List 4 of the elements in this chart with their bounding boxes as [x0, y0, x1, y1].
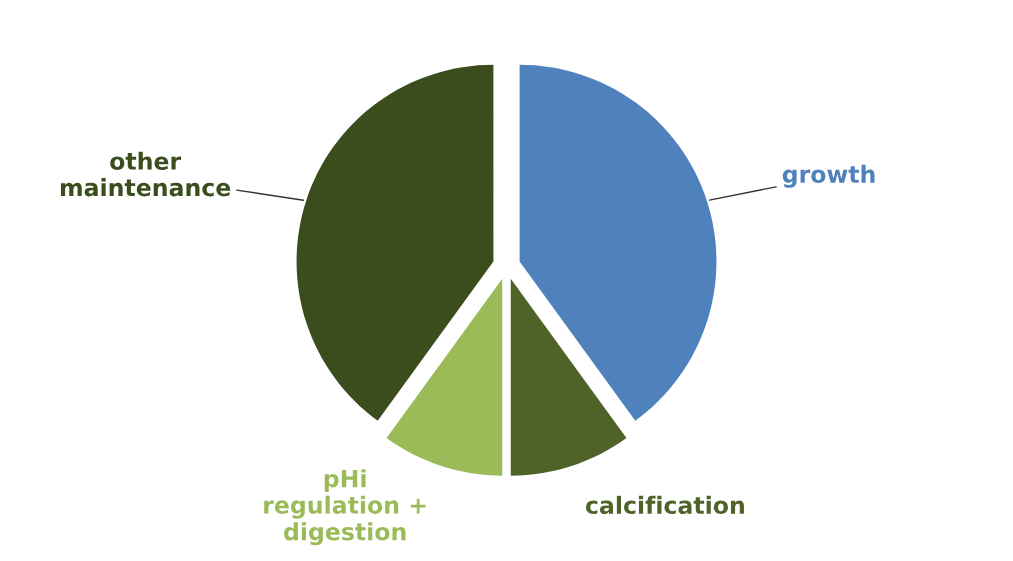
slice-label: other maintenance [60, 151, 231, 197]
slice-label: calcification [585, 495, 744, 515]
slice-label: pHi regulation + digestion [264, 469, 426, 546]
slice-label: growth [782, 164, 875, 188]
